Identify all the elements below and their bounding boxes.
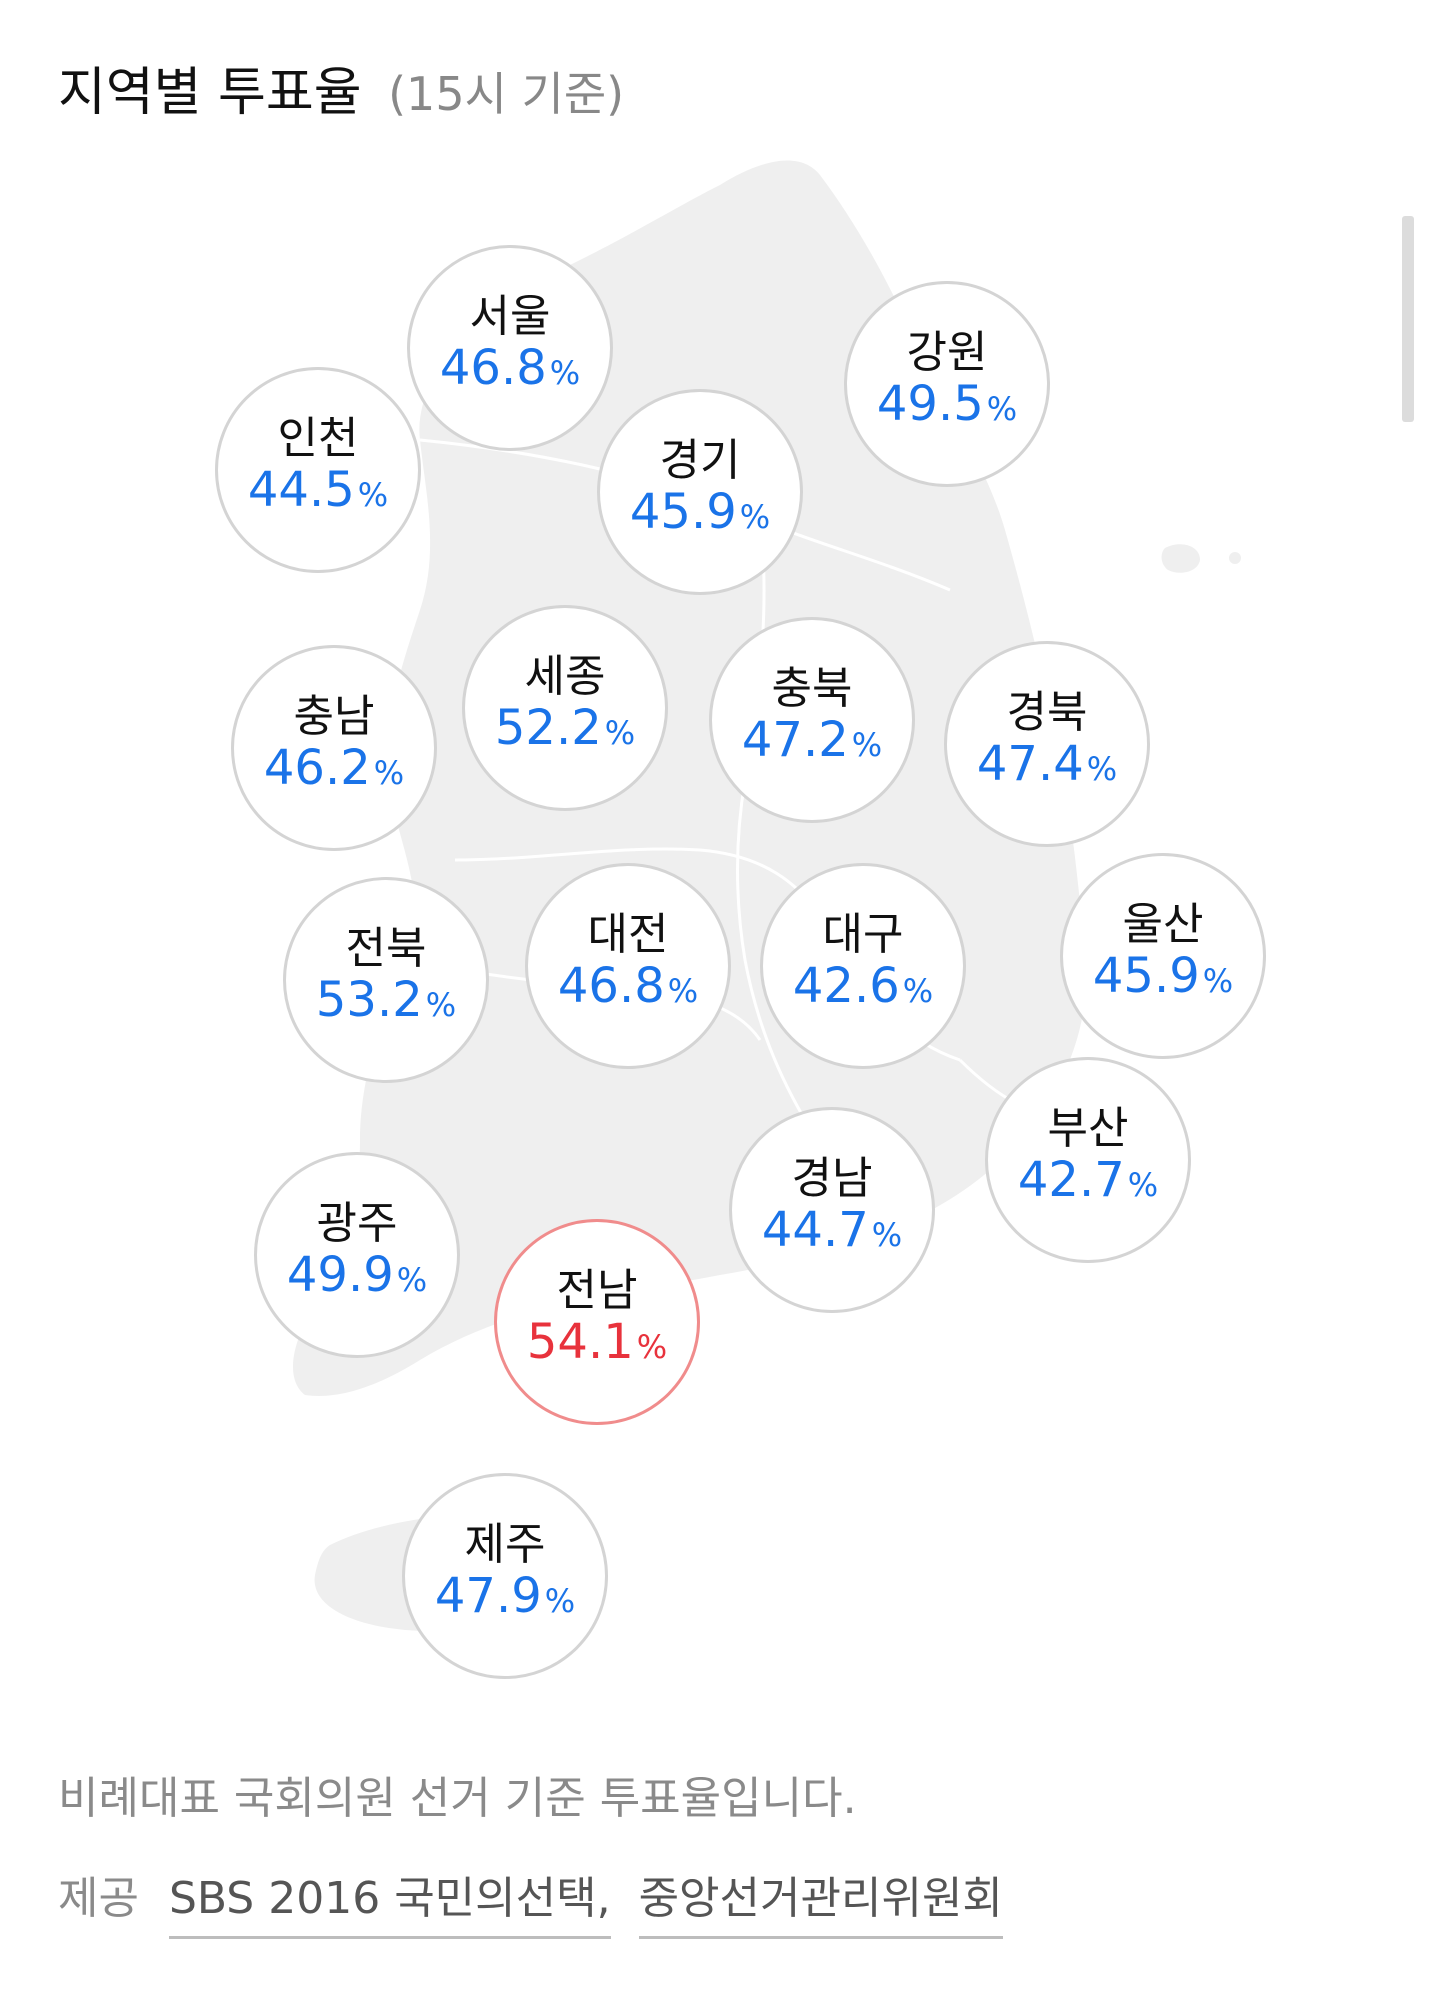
region-bubble[interactable]: 경북 47.4% [944,641,1150,847]
region-name: 전남 [556,1265,638,1317]
percent-sign: % [667,971,699,1010]
turnout-value: 45.9 [1092,947,1200,1004]
turnout-value: 44.5 [247,461,355,518]
region-turnout: 47.4% [976,735,1118,792]
region-name: 경기 [659,435,741,487]
percent-sign: % [902,971,934,1010]
scrollbar[interactable] [1402,216,1414,422]
percent-sign: % [396,1260,428,1299]
title-text: 지역별 투표율 [58,63,362,123]
percent-sign: % [604,713,636,752]
region-name: 대전 [587,909,669,961]
source-label: 제공 [58,1873,139,1924]
region-name: 광주 [316,1198,398,1250]
percent-sign: % [425,985,457,1024]
region-turnout: 42.7% [1017,1151,1159,1208]
turnout-value: 46.2 [263,739,371,796]
region-name: 부산 [1047,1103,1129,1155]
region-bubble[interactable]: 충북 47.2% [709,617,915,823]
region-turnout: 44.7% [761,1201,903,1258]
region-bubble[interactable]: 충남 46.2% [231,645,437,851]
region-bubble[interactable]: 강원 49.5% [844,281,1050,487]
region-bubble[interactable]: 경남 44.7% [729,1107,935,1313]
region-bubble[interactable]: 대구 42.6% [760,863,966,1069]
source-link-sbs[interactable]: SBS 2016 국민의선택, [168,1862,611,1939]
dokdo-island-shape [1229,552,1241,564]
footer-source: 제공 SBS 2016 국민의선택, 중앙선거관리위원회 [58,1862,1003,1939]
percent-sign: % [636,1327,668,1366]
region-turnout: 44.5% [247,461,389,518]
percent-sign: % [357,475,389,514]
percent-sign: % [1202,961,1234,1000]
region-turnout: 45.9% [629,483,771,540]
region-turnout: 52.2% [494,699,636,756]
turnout-value: 47.2 [741,711,849,768]
region-bubble[interactable]: 전남 54.1% [494,1219,700,1425]
region-turnout: 47.2% [741,711,883,768]
region-turnout: 46.2% [263,739,405,796]
turnout-value: 47.9 [434,1567,542,1624]
percent-sign: % [871,1215,903,1254]
turnout-value: 49.5 [876,375,984,432]
region-turnout: 49.9% [286,1246,428,1303]
region-bubble[interactable]: 서울 46.8% [407,245,613,451]
turnout-value: 44.7 [761,1201,869,1258]
mainland-shape [293,160,1086,1396]
turnout-value: 47.4 [976,735,1084,792]
region-turnout: 46.8% [439,339,581,396]
percent-sign: % [373,753,405,792]
region-name: 제주 [464,1519,546,1571]
turnout-value: 49.9 [286,1246,394,1303]
ulleung-island-shape [1161,544,1200,573]
region-name: 인천 [277,413,359,465]
region-turnout: 45.9% [1092,947,1234,1004]
footer-note: 비례대표 국회의원 선거 기준 투표율입니다. [58,1773,857,1824]
percent-sign: % [986,389,1018,428]
turnout-value: 54.1 [526,1313,634,1370]
region-bubble[interactable]: 울산 45.9% [1060,853,1266,1059]
region-bubble[interactable]: 광주 49.9% [254,1152,460,1358]
turnout-value: 53.2 [315,971,423,1028]
region-name: 경남 [791,1153,873,1205]
region-name: 강원 [906,327,988,379]
region-name: 경북 [1006,687,1088,739]
percent-sign: % [549,353,581,392]
region-bubble[interactable]: 인천 44.5% [215,367,421,573]
percent-sign: % [1086,749,1118,788]
source-link-nec[interactable]: 중앙선거관리위원회 [638,1862,1003,1939]
title-subtitle: (15시 기준) [388,67,625,121]
region-bubble[interactable]: 부산 42.7% [985,1057,1191,1263]
region-bubble[interactable]: 전북 53.2% [283,877,489,1083]
turnout-value: 46.8 [439,339,547,396]
region-bubble[interactable]: 경기 45.9% [597,389,803,595]
region-name: 충남 [293,691,375,743]
turnout-value: 45.9 [629,483,737,540]
region-turnout: 47.9% [434,1567,576,1624]
percent-sign: % [544,1581,576,1620]
region-name: 전북 [345,923,427,975]
region-name: 충북 [771,663,853,715]
turnout-value: 42.7 [1017,1151,1125,1208]
percent-sign: % [1127,1165,1159,1204]
region-name: 대구 [822,909,904,961]
region-turnout: 49.5% [876,375,1018,432]
region-bubble[interactable]: 대전 46.8% [525,863,731,1069]
turnout-value: 52.2 [494,699,602,756]
region-bubble[interactable]: 제주 47.9% [402,1473,608,1679]
korea-map [293,160,1241,1631]
region-name: 세종 [524,651,606,703]
region-bubble[interactable]: 세종 52.2% [462,605,668,811]
region-turnout: 46.8% [557,957,699,1014]
turnout-value: 46.8 [557,957,665,1014]
percent-sign: % [851,725,883,764]
turnout-value: 42.6 [792,957,900,1014]
region-name: 서울 [469,291,551,343]
region-turnout: 53.2% [315,971,457,1028]
region-turnout: 42.6% [792,957,934,1014]
region-name: 울산 [1122,899,1204,951]
region-turnout: 54.1% [526,1313,668,1370]
percent-sign: % [739,497,771,536]
page-title: 지역별 투표율 (15시 기준) [58,50,624,125]
